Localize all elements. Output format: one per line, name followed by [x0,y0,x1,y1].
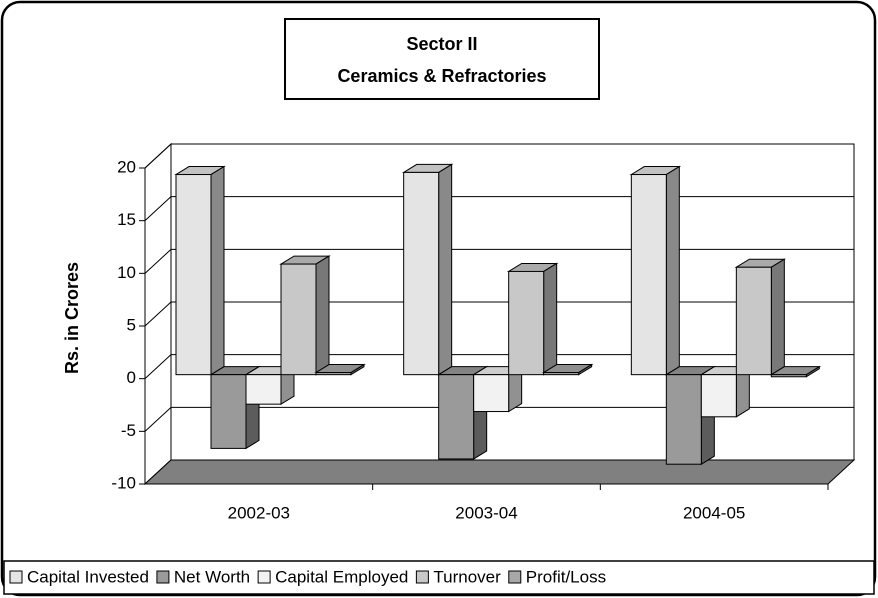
bar-front [508,270,545,376]
grid-line [144,196,854,222]
bar-side [438,163,453,376]
bar [541,363,594,376]
bar [279,255,331,376]
y-tick-label: 0 [127,368,136,387]
y-axis-label: Rs. in Crores [62,262,82,374]
grid-line [144,301,854,327]
bar-side [210,165,225,376]
grid-line [144,248,854,274]
y-tick-label: 5 [127,315,136,334]
bar-front [438,374,475,460]
chart-title: Ceramics & Refractories [337,66,546,86]
plot-floor [143,459,856,485]
bar [769,365,822,378]
legend-label: Profit/Loss [526,567,606,586]
bar [734,258,787,376]
legend-swatch [9,570,23,584]
chart-title: Sector II [406,34,477,54]
legend-swatch [508,570,522,584]
grid-line [144,143,854,169]
bar-front [315,372,352,376]
x-tick-label: 2002-03 [228,503,290,522]
bar [629,165,682,376]
legend-swatch [415,570,429,584]
y-tick-label: 20 [117,157,136,176]
bar [506,262,559,376]
legend-label: Capital Invested [27,567,149,586]
bar-front [770,374,807,378]
bar [471,365,524,413]
legend-swatch [156,570,170,584]
bar-front [735,266,772,376]
bar-front [210,374,247,449]
legend-label: Capital Employed [275,567,408,586]
legend-box [3,560,875,595]
bar-front [473,374,510,413]
bar-front [403,171,440,376]
y-tick-label: 15 [117,210,136,229]
bar-front [245,374,282,405]
bar-side [315,255,330,376]
x-tick-label: 2003-04 [455,503,517,522]
bar [436,365,489,460]
bar [401,163,454,376]
bar-front [280,263,317,376]
bar [314,363,366,376]
bar-front [175,174,212,376]
bar [174,165,226,376]
y-tick-label: -10 [111,473,136,492]
title-box [284,18,600,100]
legend-swatch [257,570,271,584]
grid-line [144,406,854,432]
bar-front [543,372,580,376]
x-tick-label: 2004-05 [683,503,745,522]
y-tick-label: -5 [121,421,136,440]
bar-side [770,258,785,376]
bar-side [543,262,558,376]
y-tick-label: 10 [117,263,136,282]
bar-front [665,374,702,465]
bar-side [665,165,680,376]
grid-line [144,354,854,380]
legend-label: Net Worth [174,567,250,586]
bar-front [630,174,667,376]
bar-front [700,374,737,418]
legend-label: Turnover [433,567,501,586]
